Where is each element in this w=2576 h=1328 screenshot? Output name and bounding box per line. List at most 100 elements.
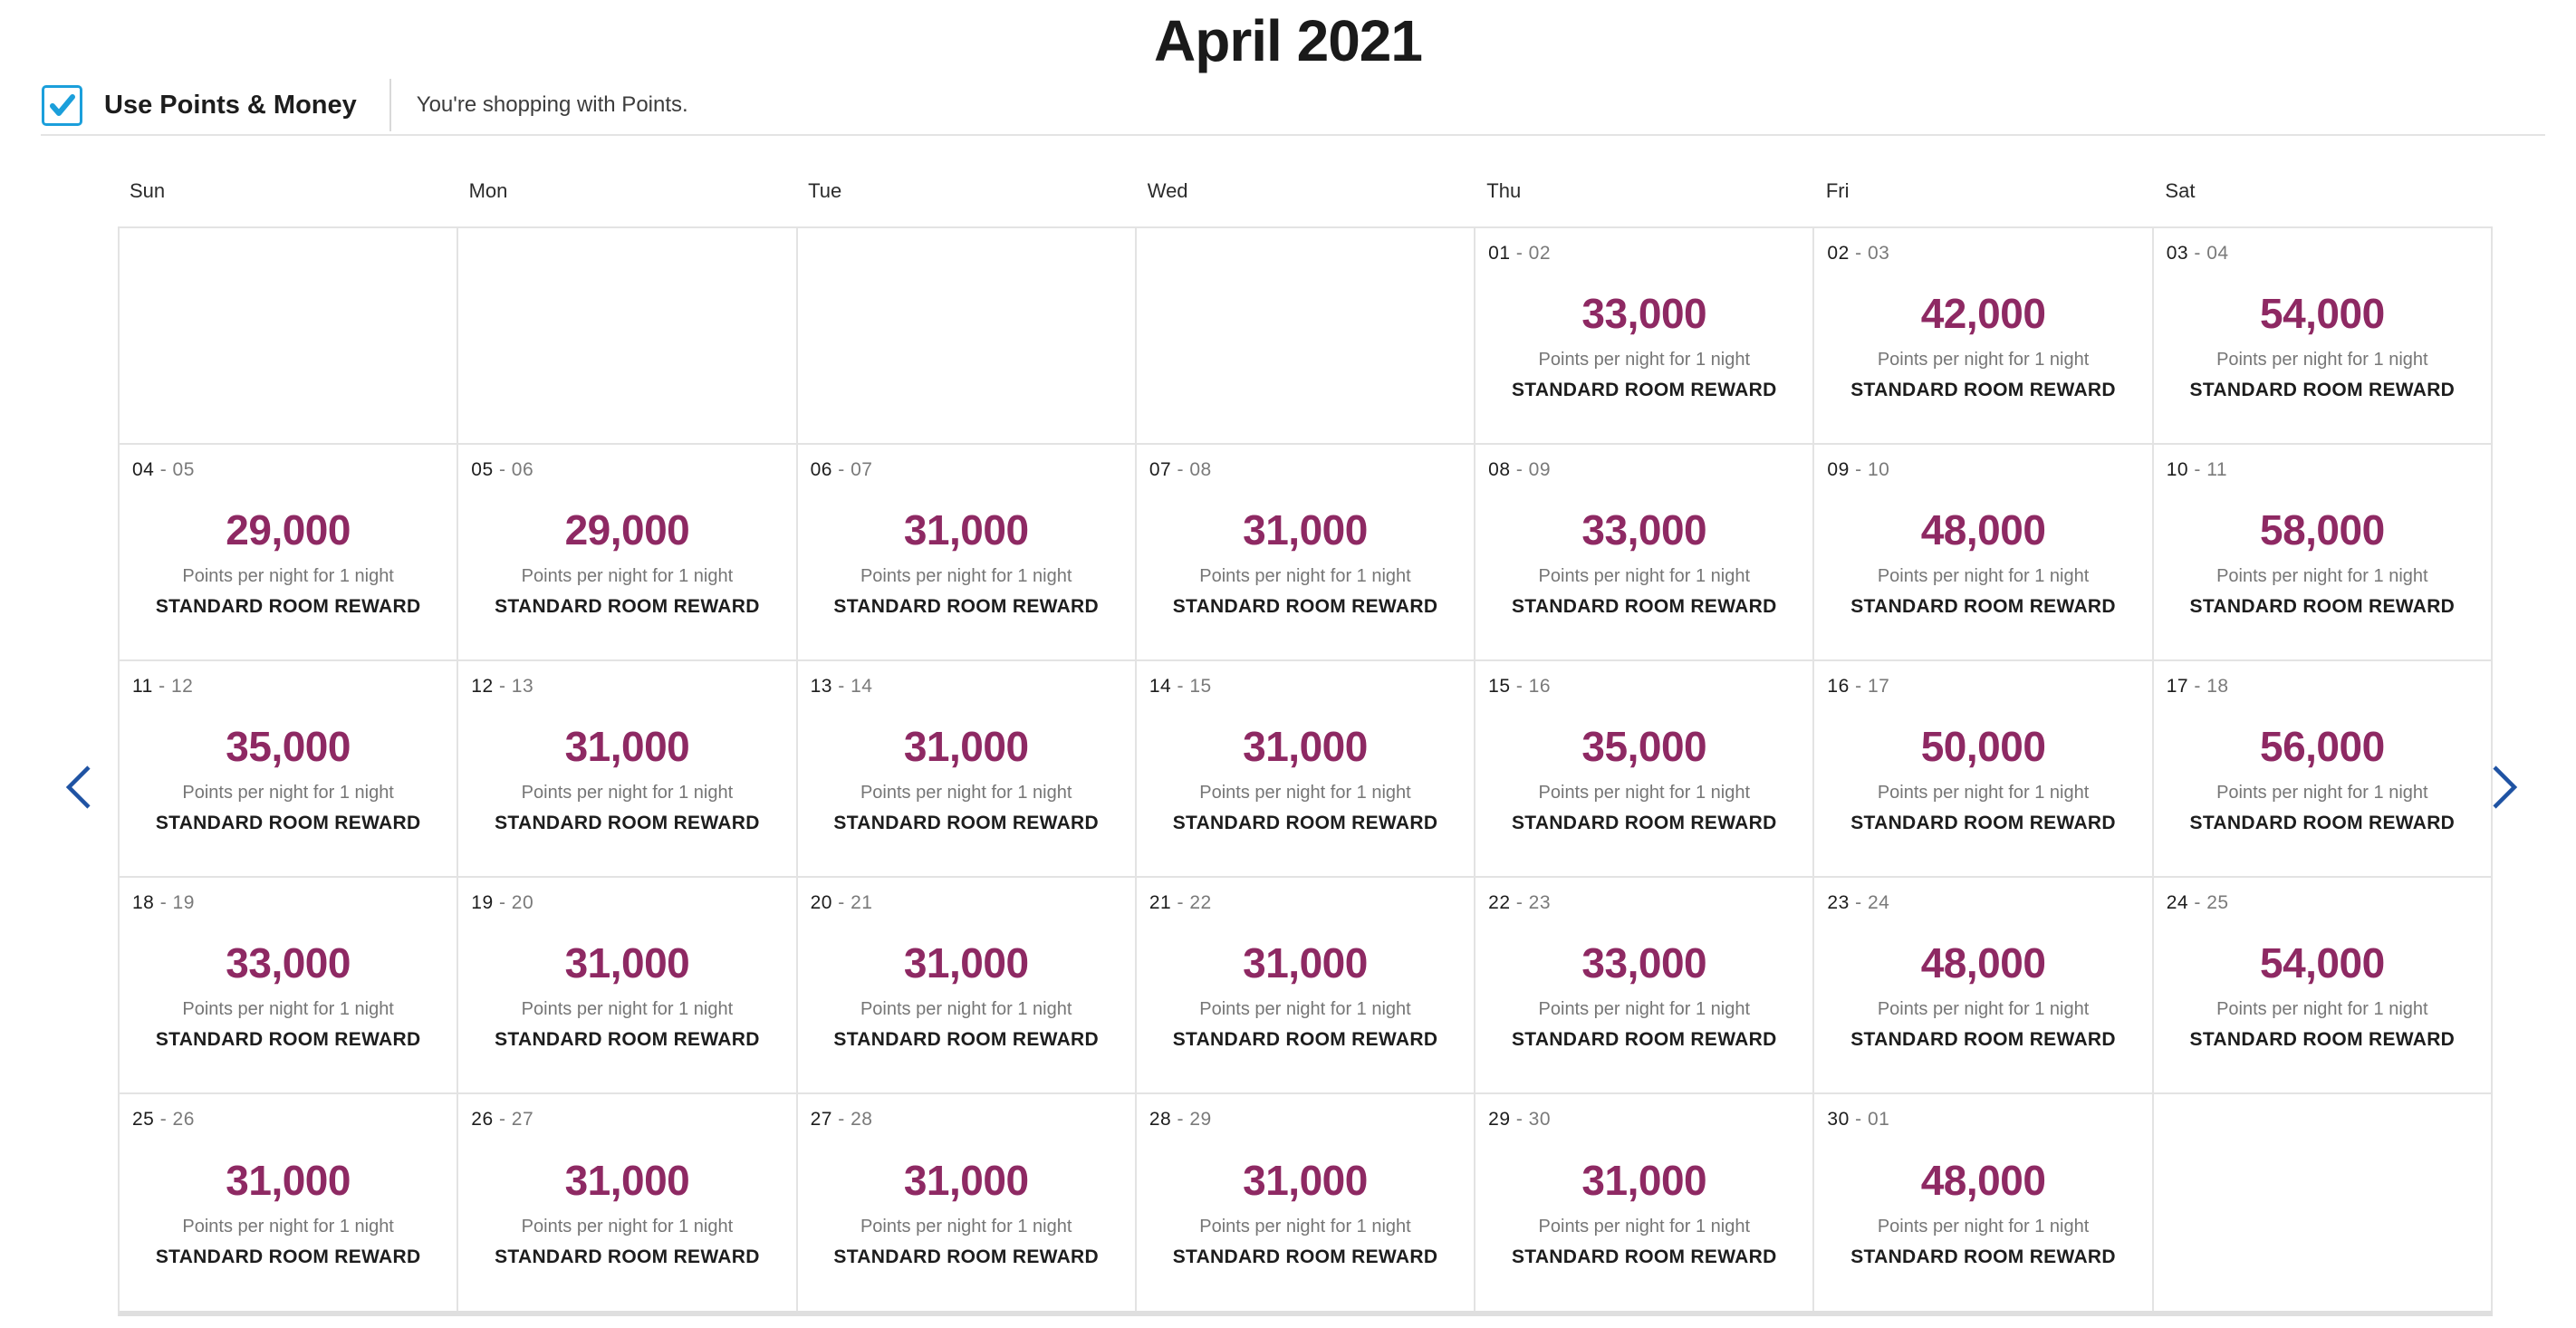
calendar-cell-21[interactable]: 21 - 22 31,000 Points per night for 1 nigh… xyxy=(1136,878,1476,1094)
cell-date-range: 21 - 22 xyxy=(1137,878,1474,914)
date-end: - 22 xyxy=(1171,892,1212,913)
room-type-label: STANDARD ROOM REWARD xyxy=(495,812,760,833)
calendar-cell-30[interactable]: 30 - 01 48,000 Points per night for 1 nigh… xyxy=(1814,1094,2154,1311)
cell-date-range: 13 - 14 xyxy=(798,661,1135,698)
calendar-cell-18[interactable]: 18 - 19 33,000 Points per night for 1 nigh… xyxy=(120,878,459,1094)
shopping-status-text: You're shopping with Points. xyxy=(416,92,688,117)
cell-date-range: 08 - 09 xyxy=(1475,445,1812,481)
calendar-cell-25[interactable]: 25 - 26 31,000 Points per night for 1 nigh… xyxy=(120,1094,459,1311)
calendar-cell-28[interactable]: 28 - 29 31,000 Points per night for 1 nigh… xyxy=(1136,1094,1476,1311)
date-start: 23 xyxy=(1827,892,1850,913)
date-start: 27 xyxy=(810,1109,832,1130)
date-end: - 15 xyxy=(1171,676,1212,697)
points-caption: Points per night for 1 night xyxy=(1199,565,1411,586)
calendar-cell-07[interactable]: 07 - 08 31,000 Points per night for 1 nigh… xyxy=(1136,445,1476,661)
cell-rate-info: 31,000 Points per night for 1 night STANDA… xyxy=(1137,481,1474,659)
date-end: - 24 xyxy=(1849,892,1890,913)
cell-date-range: 19 - 20 xyxy=(458,878,795,914)
date-start: 22 xyxy=(1488,892,1511,913)
date-end: - 04 xyxy=(2188,243,2229,264)
calendar-cell-09[interactable]: 09 - 10 48,000 Points per night for 1 nigh… xyxy=(1814,445,2154,661)
calendar-cell-03[interactable]: 03 - 04 54,000 Points per night for 1 nigh… xyxy=(2153,228,2493,445)
calendar-cell-10[interactable]: 10 - 11 58,000 Points per night for 1 nigh… xyxy=(2153,445,2493,661)
calendar-cell-08[interactable]: 08 - 09 33,000 Points per night for 1 nigh… xyxy=(1475,445,1815,661)
room-type-label: STANDARD ROOM REWARD xyxy=(155,1028,421,1050)
points-value: 31,000 xyxy=(1243,722,1368,770)
room-type-label: STANDARD ROOM REWARD xyxy=(495,1246,760,1267)
calendar-cell-26[interactable]: 26 - 27 31,000 Points per night for 1 nigh… xyxy=(458,1094,798,1311)
room-type-label: STANDARD ROOM REWARD xyxy=(1511,1246,1777,1267)
points-caption: Points per night for 1 night xyxy=(182,998,394,1019)
cell-date-range: 17 - 18 xyxy=(2154,661,2491,698)
day-header-wed: Wed xyxy=(1147,179,1188,202)
points-value: 31,000 xyxy=(564,1156,690,1204)
calendar-cell-04[interactable]: 04 - 05 29,000 Points per night for 1 nigh… xyxy=(120,445,459,661)
points-value: 48,000 xyxy=(1920,505,2046,553)
points-caption: Points per night for 1 night xyxy=(2216,565,2428,586)
date-end: - 02 xyxy=(1510,243,1552,264)
room-type-label: STANDARD ROOM REWARD xyxy=(155,1246,421,1267)
date-start: 05 xyxy=(471,459,494,480)
date-start: 25 xyxy=(132,1109,155,1130)
cell-rate-info: 29,000 Points per night for 1 night STANDA… xyxy=(458,481,795,659)
calendar-cell-05[interactable]: 05 - 06 29,000 Points per night for 1 nigh… xyxy=(458,445,798,661)
points-caption: Points per night for 1 night xyxy=(1538,565,1751,586)
cell-rate-info: 31,000 Points per night for 1 night STANDA… xyxy=(458,698,795,876)
calendar-cell-29[interactable]: 29 - 30 31,000 Points per night for 1 nigh… xyxy=(1475,1094,1815,1311)
cell-date-range: 23 - 24 xyxy=(1814,878,2151,914)
cell-rate-info: 56,000 Points per night for 1 night STANDA… xyxy=(2154,698,2491,876)
chevron-right-icon xyxy=(2493,765,2518,809)
points-caption: Points per night for 1 night xyxy=(521,998,734,1019)
cell-date-range: 16 - 17 xyxy=(1814,661,2151,698)
calendar-cell-16[interactable]: 16 - 17 50,000 Points per night for 1 nigh… xyxy=(1814,661,2154,878)
calendar-cell-19[interactable]: 19 - 20 31,000 Points per night for 1 nigh… xyxy=(458,878,798,1094)
date-start: 20 xyxy=(810,892,832,913)
date-start: 12 xyxy=(471,676,494,697)
day-header-thu: Thu xyxy=(1486,179,1522,202)
date-start: 30 xyxy=(1827,1109,1850,1130)
calendar-cell-13[interactable]: 13 - 14 31,000 Points per night for 1 nigh… xyxy=(797,661,1137,878)
room-type-label: STANDARD ROOM REWARD xyxy=(1172,812,1438,833)
cell-rate-info: 48,000 Points per night for 1 night STANDA… xyxy=(1814,1131,2151,1311)
calendar-cell-23[interactable]: 23 - 24 48,000 Points per night for 1 nigh… xyxy=(1814,878,2154,1094)
points-caption: Points per night for 1 night xyxy=(521,565,734,586)
calendar-cell-empty xyxy=(1136,228,1476,445)
cell-date-range: 07 - 08 xyxy=(1137,445,1474,481)
calendar-cell-27[interactable]: 27 - 28 31,000 Points per night for 1 nigh… xyxy=(797,1094,1137,1311)
date-start: 07 xyxy=(1149,459,1172,480)
day-header-row: Sun Mon Tue Wed Thu Fri Sat xyxy=(118,179,2493,203)
points-caption: Points per night for 1 night xyxy=(860,782,1072,803)
points-caption: Points per night for 1 night xyxy=(1538,782,1751,803)
calendar-cell-17[interactable]: 17 - 18 56,000 Points per night for 1 nigh… xyxy=(2153,661,2493,878)
controls-divider xyxy=(389,79,391,131)
cell-rate-info: 31,000 Points per night for 1 night STANDA… xyxy=(1137,914,1474,1092)
calendar-cell-06[interactable]: 06 - 07 31,000 Points per night for 1 nigh… xyxy=(797,445,1137,661)
calendar-cell-22[interactable]: 22 - 23 33,000 Points per night for 1 nigh… xyxy=(1475,878,1815,1094)
calendar-cell-15[interactable]: 15 - 16 35,000 Points per night for 1 nigh… xyxy=(1475,661,1815,878)
cell-rate-info: 58,000 Points per night for 1 night STANDA… xyxy=(2154,481,2491,659)
points-caption: Points per night for 1 night xyxy=(182,782,394,803)
calendar-cell-11[interactable]: 11 - 12 35,000 Points per night for 1 nigh… xyxy=(120,661,459,878)
next-month-button[interactable] xyxy=(2480,757,2531,817)
calendar-cell-02[interactable]: 02 - 03 42,000 Points per night for 1 nigh… xyxy=(1814,228,2154,445)
calendar-cell-20[interactable]: 20 - 21 31,000 Points per night for 1 nigh… xyxy=(797,878,1137,1094)
cell-rate-info: 29,000 Points per night for 1 night STANDA… xyxy=(120,481,457,659)
points-value: 54,000 xyxy=(2259,938,2385,986)
calendar-cell-12[interactable]: 12 - 13 31,000 Points per night for 1 nigh… xyxy=(458,661,798,878)
cell-rate-info: 31,000 Points per night for 1 night STANDA… xyxy=(458,914,795,1092)
calendar-cell-01[interactable]: 01 - 02 33,000 Points per night for 1 nigh… xyxy=(1475,228,1815,445)
date-end: - 03 xyxy=(1849,243,1890,264)
date-start: 10 xyxy=(2166,459,2189,480)
date-end: - 01 xyxy=(1849,1109,1890,1130)
points-value: 33,000 xyxy=(226,938,351,986)
calendar-cell-24[interactable]: 24 - 25 54,000 Points per night for 1 nigh… xyxy=(2153,878,2493,1094)
page-title: April 2021 xyxy=(1154,8,1423,73)
date-start: 15 xyxy=(1488,676,1511,697)
previous-month-button[interactable] xyxy=(53,757,103,817)
date-start: 16 xyxy=(1827,676,1850,697)
calendar-cell-14[interactable]: 14 - 15 31,000 Points per night for 1 nigh… xyxy=(1136,661,1476,878)
cell-rate-info: 33,000 Points per night for 1 night STANDA… xyxy=(120,914,457,1092)
use-points-money-checkbox[interactable] xyxy=(42,84,82,126)
cell-date-range: 25 - 26 xyxy=(120,1094,457,1131)
points-value: 31,000 xyxy=(903,1156,1029,1204)
